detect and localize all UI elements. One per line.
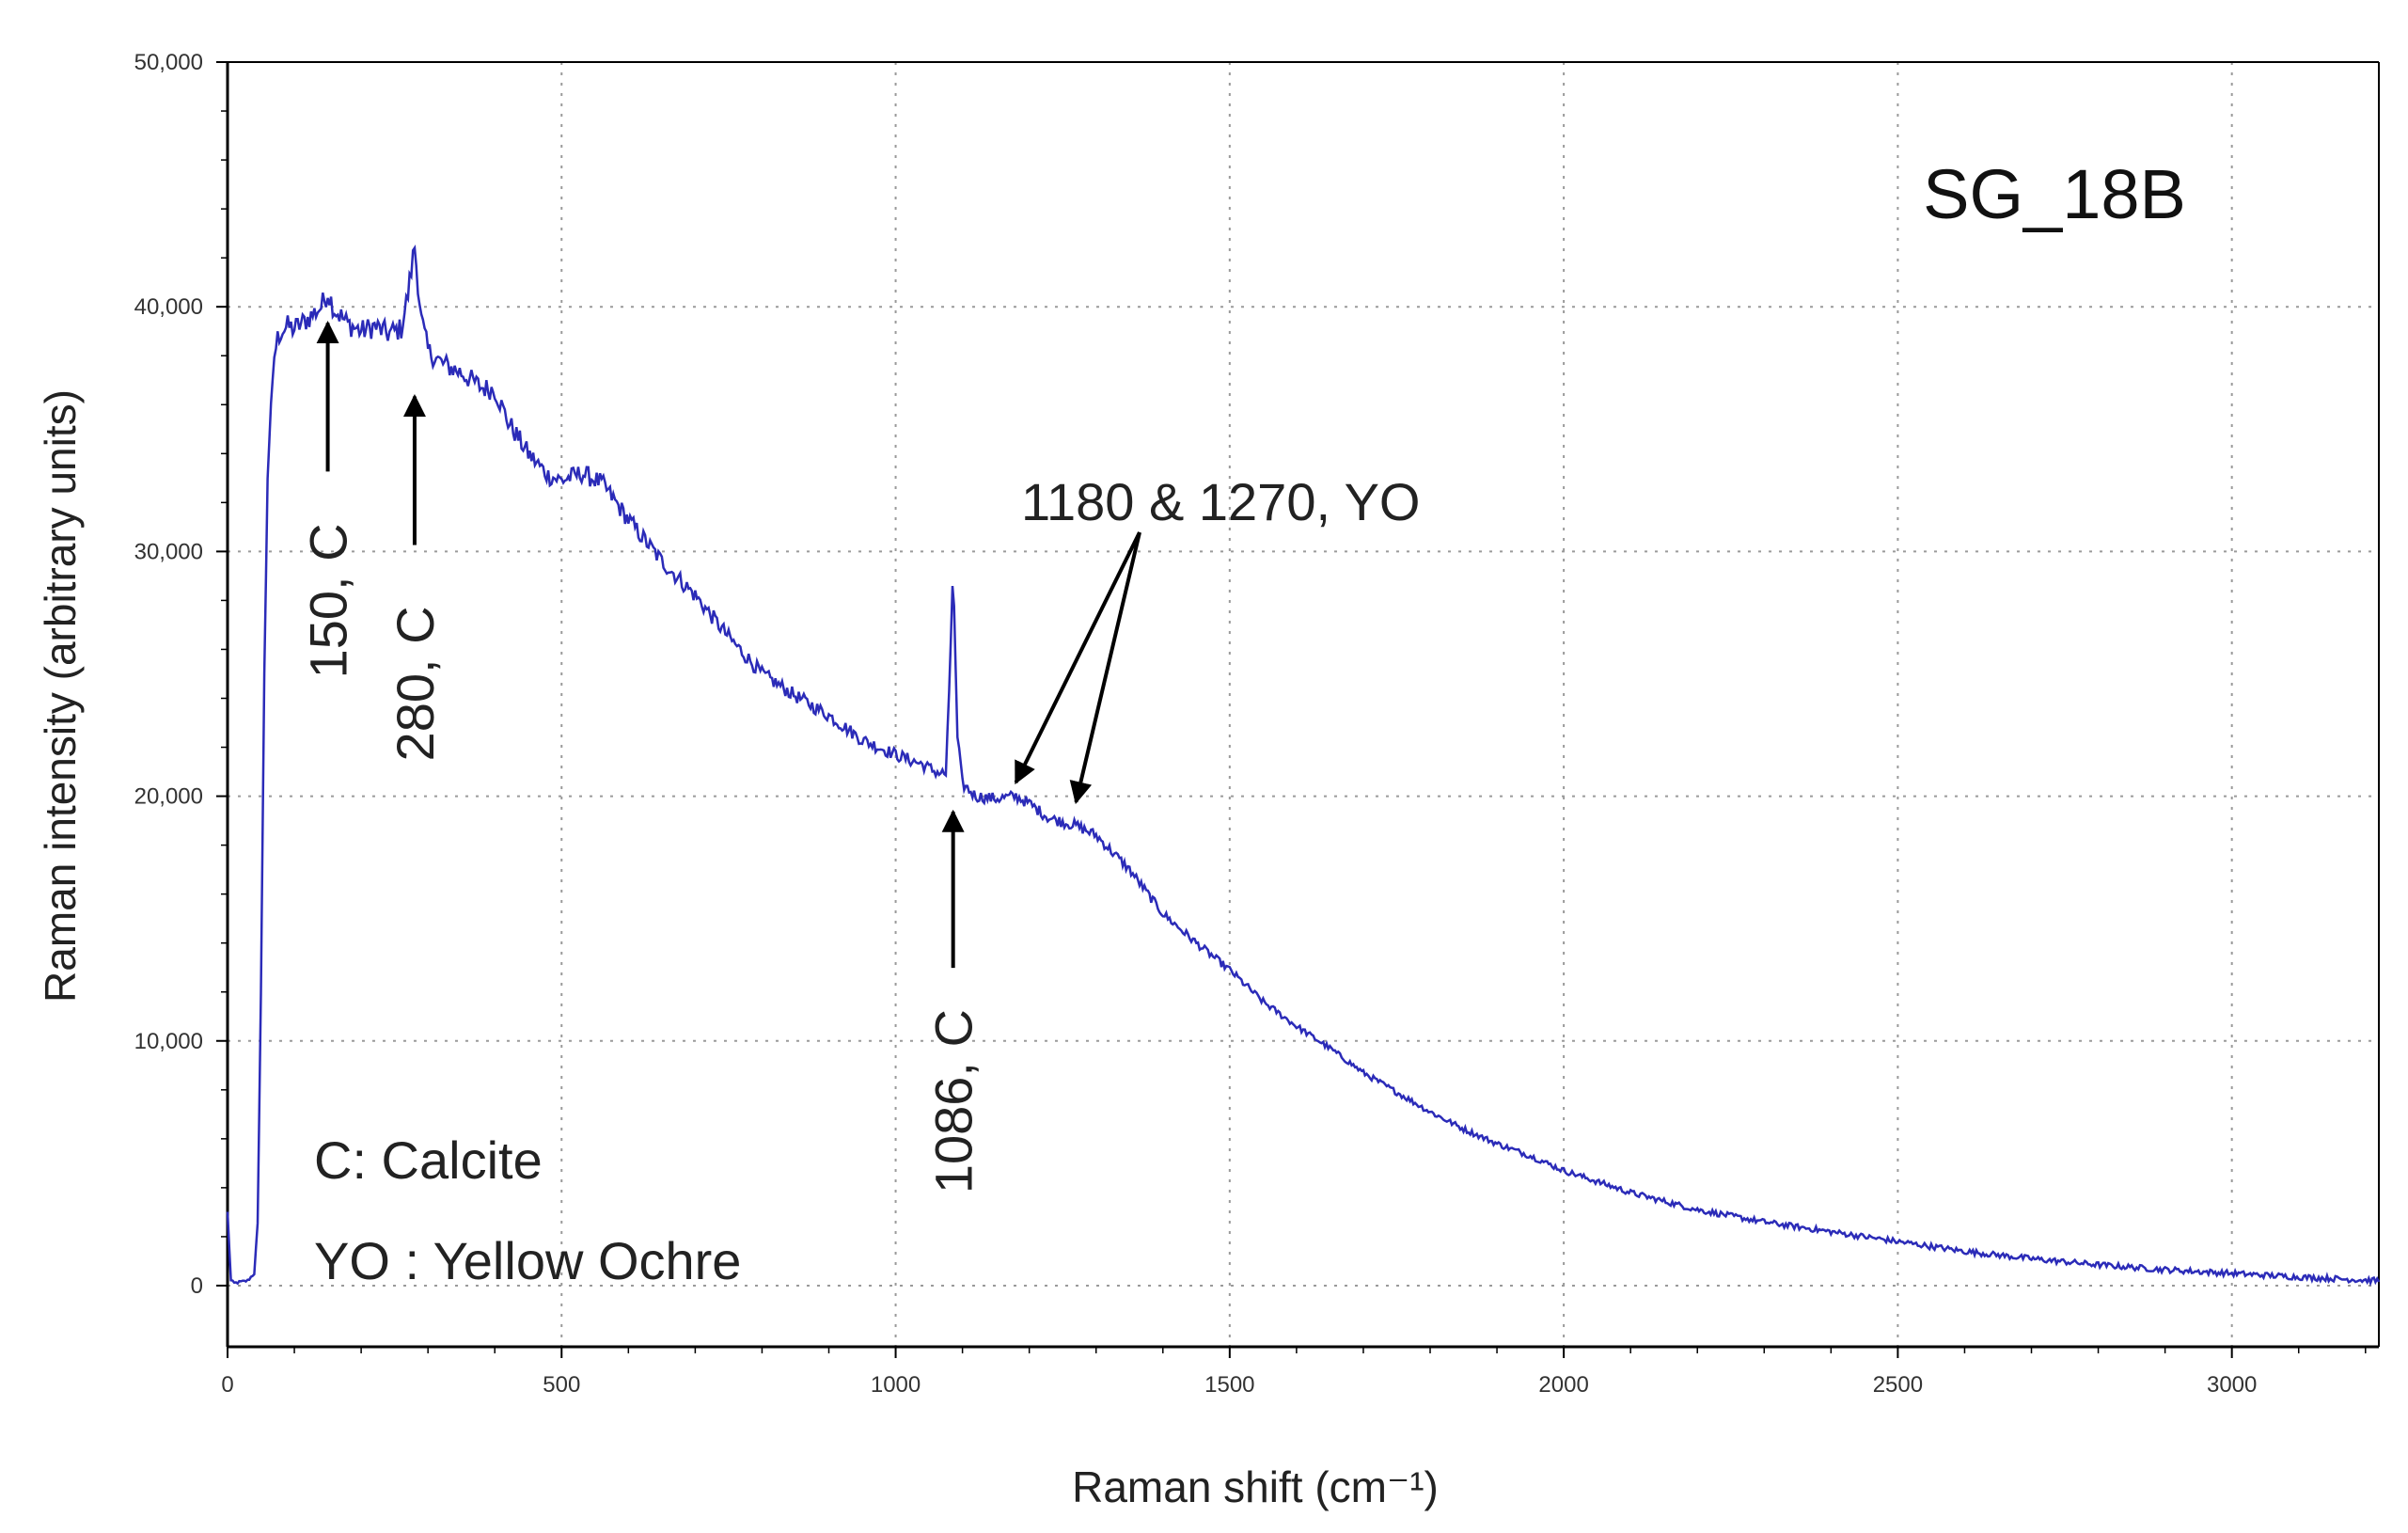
series-layer (226, 245, 2381, 1287)
y-tick-label: 50,000 (134, 50, 203, 75)
y-tick-label: 0 (191, 1273, 203, 1299)
annotation-280-c: 280, C (386, 606, 445, 761)
y-tick-label: 10,000 (134, 1029, 203, 1054)
arrow-yo-2 (1069, 531, 1141, 805)
legend-note-yellow-ochre: YO : Yellow Ochre (314, 1231, 741, 1290)
x-axis-title: Raman shift (cm⁻¹) (1072, 1462, 1439, 1511)
axes (216, 61, 2380, 1358)
annotation-1086-c: 1086, C (924, 1009, 984, 1193)
y-axis-title: Raman intensity (arbitrary units) (36, 389, 85, 1003)
y-tick-label: 30,000 (134, 539, 203, 564)
y-tick-label: 20,000 (134, 784, 203, 810)
arrow-yo-1 (1014, 531, 1141, 785)
x-tick-label: 1500 (1204, 1372, 1254, 1398)
sample-label: SG_18B (1923, 155, 2186, 233)
x-tick-label: 0 (221, 1372, 233, 1398)
x-tick-label: 2500 (1873, 1372, 1923, 1398)
annotation-150-c: 150, C (299, 523, 358, 678)
legend-note-calcite: C: Calcite (314, 1130, 543, 1190)
annotation-yellow-ochre: 1180 & 1270, YO (1021, 472, 1420, 531)
grid (228, 62, 2379, 1347)
y-tick-label: 40,000 (134, 294, 203, 320)
x-tick-label: 1000 (871, 1372, 921, 1398)
x-tick-label: 3000 (2207, 1372, 2257, 1398)
x-tick-label: 500 (543, 1372, 580, 1398)
x-tick-label: 2000 (1538, 1372, 1588, 1398)
annotations: 150, C 280, C 1086, C 1180 & 1270, YO (299, 320, 1420, 1193)
spectrum-line (226, 245, 2381, 1287)
tick-labels: 0 500 1000 1500 2000 2500 3000 0 10,000 20,000 30,… (134, 50, 2258, 1398)
